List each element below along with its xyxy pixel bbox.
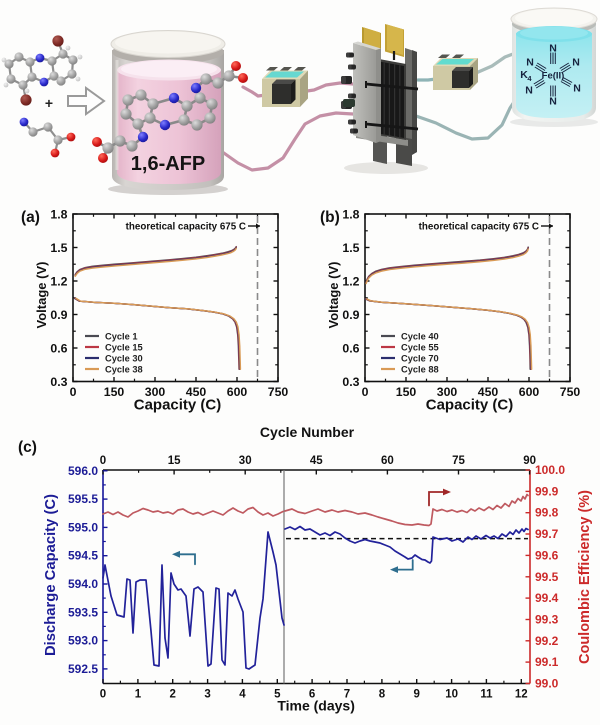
svg-text:(a): (a) bbox=[21, 209, 40, 226]
svg-text:0.6: 0.6 bbox=[50, 341, 67, 355]
svg-text:596.0: 596.0 bbox=[68, 464, 98, 478]
svg-text:45: 45 bbox=[310, 455, 323, 467]
svg-text:593.5: 593.5 bbox=[68, 605, 98, 619]
svg-text:750: 750 bbox=[560, 385, 581, 399]
svg-text:99.9: 99.9 bbox=[535, 484, 559, 498]
svg-text:4: 4 bbox=[239, 689, 246, 701]
svg-text:90: 90 bbox=[523, 455, 536, 467]
svg-text:594.0: 594.0 bbox=[68, 577, 98, 591]
svg-text:6: 6 bbox=[309, 689, 315, 701]
svg-text:Fe(II): Fe(II) bbox=[542, 71, 565, 82]
svg-text:1.8: 1.8 bbox=[50, 207, 67, 221]
svg-text:N: N bbox=[573, 83, 581, 95]
svg-text:100.0: 100.0 bbox=[535, 463, 565, 477]
svg-text:150: 150 bbox=[104, 385, 125, 399]
svg-text:Time (days): Time (days) bbox=[277, 698, 355, 714]
svg-text:Cycle 38: Cycle 38 bbox=[105, 364, 143, 374]
svg-text:theoretical capacity 675 C: theoretical capacity 675 C bbox=[126, 222, 246, 233]
svg-text:Cycle Number: Cycle Number bbox=[260, 424, 355, 440]
svg-text:593.0: 593.0 bbox=[68, 634, 98, 648]
svg-text:Cycle 88: Cycle 88 bbox=[401, 364, 439, 374]
svg-text:theoretical capacity 675 C: theoretical capacity 675 C bbox=[419, 222, 539, 233]
svg-text:600: 600 bbox=[519, 385, 540, 399]
svg-text:99.4: 99.4 bbox=[535, 591, 559, 605]
svg-text:9: 9 bbox=[413, 689, 419, 701]
svg-text:N: N bbox=[526, 57, 534, 69]
svg-text:Coulombic Efficiency (%): Coulombic Efficiency (%) bbox=[577, 490, 593, 664]
svg-text:60: 60 bbox=[381, 455, 394, 467]
svg-text:7: 7 bbox=[344, 689, 350, 701]
svg-text:1: 1 bbox=[135, 689, 142, 701]
svg-text:0.3: 0.3 bbox=[50, 375, 67, 389]
svg-text:12: 12 bbox=[515, 689, 528, 701]
svg-text:99.7: 99.7 bbox=[535, 527, 559, 541]
svg-text:0: 0 bbox=[362, 385, 369, 399]
svg-text:0.9: 0.9 bbox=[342, 308, 359, 322]
svg-text:Voltage (V): Voltage (V) bbox=[326, 262, 341, 329]
svg-text:4: 4 bbox=[527, 74, 532, 83]
svg-text:Capacity (C): Capacity (C) bbox=[134, 397, 222, 414]
svg-text:8: 8 bbox=[379, 689, 386, 701]
svg-text:0: 0 bbox=[70, 385, 77, 399]
svg-text:2: 2 bbox=[169, 689, 175, 701]
svg-text:N: N bbox=[572, 57, 580, 69]
svg-text:Cycle 30: Cycle 30 bbox=[105, 353, 143, 363]
svg-text:99.3: 99.3 bbox=[535, 613, 559, 627]
svg-text:N: N bbox=[525, 85, 533, 97]
svg-text:K: K bbox=[520, 69, 528, 81]
svg-text:595.5: 595.5 bbox=[68, 492, 98, 506]
svg-text:Voltage (V): Voltage (V) bbox=[34, 262, 49, 329]
svg-text:0.6: 0.6 bbox=[342, 341, 359, 355]
svg-text:Cycle 70: Cycle 70 bbox=[401, 353, 439, 363]
svg-text:(c): (c) bbox=[18, 439, 37, 456]
svg-text:Cycle 55: Cycle 55 bbox=[401, 342, 439, 352]
svg-text:99.8: 99.8 bbox=[535, 506, 559, 520]
svg-text:0.9: 0.9 bbox=[50, 308, 67, 322]
svg-text:0: 0 bbox=[100, 455, 106, 467]
svg-text:600: 600 bbox=[227, 385, 248, 399]
svg-text:Capacity (C): Capacity (C) bbox=[426, 397, 514, 414]
svg-text:450: 450 bbox=[478, 385, 499, 399]
svg-text:10: 10 bbox=[445, 689, 458, 701]
svg-text:5: 5 bbox=[274, 689, 281, 701]
svg-text:Cycle 15: Cycle 15 bbox=[105, 342, 143, 352]
svg-text:3: 3 bbox=[204, 689, 210, 701]
svg-text:0: 0 bbox=[100, 689, 106, 701]
svg-text:1.5: 1.5 bbox=[50, 241, 67, 255]
svg-text:300: 300 bbox=[437, 385, 458, 399]
svg-text:594.5: 594.5 bbox=[68, 549, 98, 563]
svg-text:+: + bbox=[45, 95, 53, 111]
svg-text:99.2: 99.2 bbox=[535, 634, 559, 648]
svg-text:1.8: 1.8 bbox=[342, 207, 359, 221]
svg-text:150: 150 bbox=[396, 385, 417, 399]
svg-text:1.2: 1.2 bbox=[342, 274, 359, 288]
svg-text:99.6: 99.6 bbox=[535, 548, 559, 562]
svg-text:N: N bbox=[549, 43, 557, 55]
svg-text:N: N bbox=[549, 96, 557, 108]
svg-text:Discharge Capacity (C): Discharge Capacity (C) bbox=[43, 494, 59, 656]
svg-text:1.5: 1.5 bbox=[342, 241, 359, 255]
svg-text:11: 11 bbox=[480, 689, 493, 701]
svg-text:595.0: 595.0 bbox=[68, 520, 98, 534]
svg-text:99.0: 99.0 bbox=[535, 677, 559, 691]
svg-text:Cycle 40: Cycle 40 bbox=[401, 331, 439, 341]
svg-text:75: 75 bbox=[452, 455, 465, 467]
svg-text:1.2: 1.2 bbox=[50, 274, 67, 288]
svg-text:450: 450 bbox=[186, 385, 207, 399]
svg-text:750: 750 bbox=[268, 385, 289, 399]
svg-text:15: 15 bbox=[168, 455, 181, 467]
svg-text:300: 300 bbox=[145, 385, 166, 399]
svg-text:(b): (b) bbox=[320, 209, 340, 226]
svg-text:99.1: 99.1 bbox=[535, 655, 559, 669]
svg-text:0.3: 0.3 bbox=[342, 375, 359, 389]
svg-text:592.5: 592.5 bbox=[68, 662, 98, 676]
svg-text:99.5: 99.5 bbox=[535, 570, 559, 584]
svg-text:30: 30 bbox=[239, 455, 252, 467]
svg-text:Cycle 1: Cycle 1 bbox=[105, 331, 138, 341]
svg-text:1,6-AFP: 1,6-AFP bbox=[131, 153, 205, 175]
